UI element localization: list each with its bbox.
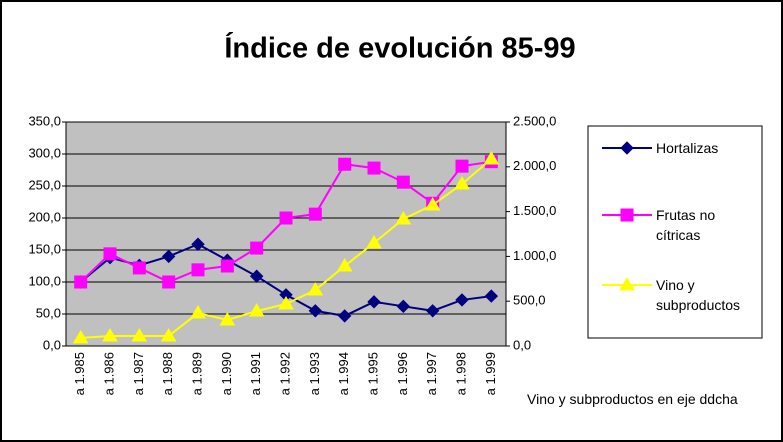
- y-tick-label: 300,0: [28, 145, 61, 160]
- data-point: [160, 327, 177, 342]
- data-point: [190, 305, 206, 319]
- data-point: [308, 207, 322, 221]
- y-tick-label: 0,0: [43, 337, 61, 352]
- data-point: [248, 303, 265, 317]
- chart-title: Índice de evolución 85-99: [224, 31, 575, 65]
- data-point: [191, 237, 205, 251]
- plot-area: [65, 121, 507, 347]
- legend-label: Vino y subproductos: [656, 277, 741, 313]
- legend-marker: [620, 208, 634, 222]
- y2-tick-label: 1.500,0: [513, 203, 556, 218]
- y2-tick-label: 1.000,0: [513, 248, 556, 263]
- legend-label: Frutas no cítricas: [656, 207, 716, 243]
- x-tick-label: a 1.992: [277, 352, 292, 395]
- y2-tick-label: 2.000,0: [513, 158, 556, 173]
- y2-tick-label: 0,0: [513, 337, 531, 352]
- data-point: [395, 211, 412, 225]
- legend-box: [587, 125, 763, 339]
- data-point: [483, 151, 500, 165]
- x-tick-label: a 1.998: [453, 352, 468, 395]
- data-point: [279, 211, 293, 225]
- data-point: [336, 257, 353, 272]
- data-point: [162, 275, 176, 289]
- data-point: [338, 157, 352, 171]
- x-tick-label: a 1.994: [336, 352, 351, 395]
- y-tick-label: 150,0: [28, 241, 61, 256]
- data-point: [278, 295, 294, 310]
- data-point: [72, 329, 89, 344]
- data-point: [161, 249, 176, 264]
- data-point: [425, 304, 440, 318]
- data-point: [102, 327, 118, 342]
- data-point: [219, 312, 236, 326]
- y2-tick-label: 500,0: [513, 293, 546, 308]
- x-tick-label: a 1.993: [307, 352, 322, 395]
- annotation: Vino y subproductos en eje ddcha: [527, 391, 738, 407]
- data-point: [220, 259, 234, 273]
- x-tick-label: a 1.996: [395, 352, 410, 395]
- data-point: [367, 295, 381, 309]
- y-tick-label: 200,0: [28, 209, 61, 224]
- data-point: [74, 275, 88, 289]
- data-point: [250, 241, 264, 255]
- data-point: [191, 263, 205, 277]
- x-tick-label: a 1.985: [72, 352, 87, 395]
- data-point: [455, 159, 469, 173]
- x-tick-label: a 1.989: [189, 352, 204, 395]
- data-point: [103, 247, 117, 261]
- data-point: [424, 196, 441, 211]
- y-tick-label: 350,0: [28, 113, 61, 128]
- data-point: [454, 176, 470, 190]
- data-point: [396, 175, 410, 189]
- y-tick-label: 250,0: [28, 177, 61, 192]
- x-tick-label: a 1.990: [219, 352, 234, 395]
- x-tick-label: a 1.986: [101, 352, 116, 395]
- x-tick-label: a 1.991: [248, 352, 263, 395]
- y2-tick-label: 2.500,0: [513, 113, 556, 128]
- y-tick-label: 50,0: [36, 305, 61, 320]
- x-tick-label: a 1.999: [483, 352, 498, 395]
- legend-marker: [619, 277, 635, 291]
- x-tick-label: a 1.997: [424, 352, 439, 395]
- data-point: [308, 304, 323, 318]
- x-tick-label: a 1.988: [160, 352, 175, 395]
- data-point: [367, 161, 381, 175]
- data-point: [132, 261, 146, 275]
- x-tick-label: a 1.995: [365, 352, 380, 395]
- data-point: [249, 269, 264, 283]
- data-point: [337, 309, 352, 323]
- data-point: [396, 299, 411, 314]
- legend-marker: [620, 141, 634, 155]
- data-point: [131, 327, 148, 342]
- data-point: [455, 293, 469, 307]
- data-point: [366, 234, 382, 249]
- data-point: [307, 282, 324, 296]
- legend-label: Hortalizas: [656, 140, 719, 156]
- data-point: [484, 289, 499, 303]
- y-tick-label: 100,0: [28, 273, 61, 288]
- x-tick-label: a 1.987: [131, 352, 146, 395]
